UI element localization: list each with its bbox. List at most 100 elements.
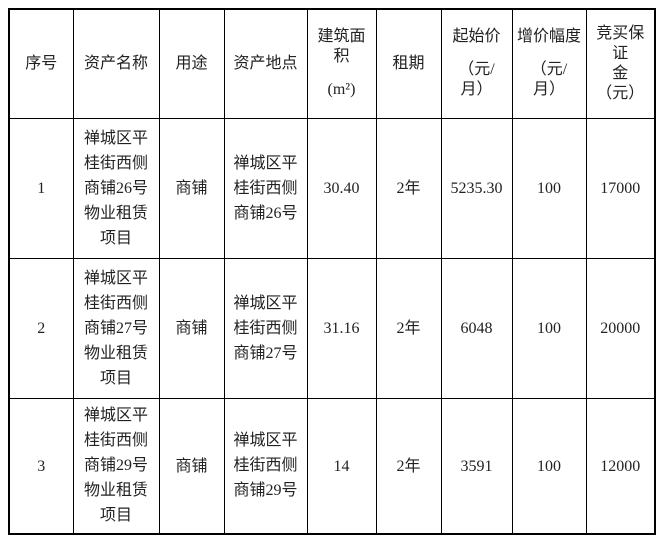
cell-increment: 100: [511, 117, 587, 259]
cell-text: 100: [537, 319, 561, 337]
header-line-gap: [317, 67, 365, 80]
cell-text: 14: [333, 457, 350, 475]
table-body: 1 禅城区平桂街西侧商铺26号物业租赁项目 商铺 禅城区平桂街西侧商铺26号 30.40…: [8, 117, 656, 535]
header-line-gap: [517, 47, 581, 60]
cell-text: 5235.30: [450, 179, 503, 197]
column-header-text: 建筑面积 (m²): [317, 27, 365, 100]
column-header-area: 建筑面积 (m²): [306, 8, 377, 119]
cell-usage: 商铺: [158, 117, 225, 259]
cell-text: 商铺: [175, 179, 208, 197]
cell-text: 禅城区平桂街西侧商铺27号: [233, 294, 298, 362]
cell-increment: 100: [511, 397, 587, 535]
cell-text: 12000: [600, 457, 641, 475]
cell-asset_name: 禅城区平桂街西侧商铺29号物业租赁项目: [72, 397, 160, 535]
cell-lease_term: 2年: [375, 397, 442, 535]
cell-deposit: 20000: [585, 257, 656, 399]
cell-text: 商铺: [175, 319, 208, 337]
header-line: (m²): [327, 81, 356, 99]
column-header-seq: 序号: [8, 8, 74, 119]
cell-text: 6048: [460, 319, 493, 337]
cell-usage: 商铺: [158, 397, 225, 535]
cell-text: 2: [37, 319, 46, 337]
cell-seq: 3: [8, 397, 74, 535]
header-line: 起始价: [452, 28, 501, 46]
header-line: 竞买保证: [596, 24, 645, 62]
cell-area: 14: [306, 397, 377, 535]
cell-text: 2年: [396, 319, 421, 337]
column-header-increment: 增价幅度 （元/月）: [511, 8, 587, 119]
cell-text: 30.40: [323, 179, 360, 197]
column-header-text: 租期: [392, 54, 424, 74]
table-header: 序号 资产名称 用途 资产地点 建筑面积 (m²) 租期 起始价 （元/月） 增价幅度 （元/月） 竞…: [8, 8, 656, 119]
cell-deposit: 17000: [585, 117, 656, 259]
cell-text: 1: [37, 179, 46, 197]
cell-location: 禅城区平桂街西侧商铺26号: [223, 117, 308, 259]
cell-text: 3: [37, 457, 46, 475]
cell-increment: 100: [511, 257, 587, 399]
cell-text: 20000: [600, 319, 641, 337]
column-header-text: 起始价 （元/月）: [452, 27, 500, 100]
cell-text: 100: [537, 457, 561, 475]
header-line-gap: [452, 47, 500, 60]
header-line: 金: [612, 64, 629, 82]
header-line: 资产名称: [83, 54, 148, 72]
cell-location: 禅城区平桂街西侧商铺29号: [223, 397, 308, 535]
cell-text: 禅城区平桂街西侧商铺29号物业租赁项目: [83, 407, 148, 525]
cell-text: 3591: [460, 457, 493, 475]
asset-lease-table: 序号 资产名称 用途 资产地点 建筑面积 (m²) 租期 起始价 （元/月） 增价幅度 （元/月） 竞…: [8, 8, 656, 535]
header-line: （元）: [596, 84, 645, 102]
cell-start_price: 6048: [440, 257, 513, 399]
header-line: （元/: [530, 61, 568, 79]
cell-asset_name: 禅城区平桂街西侧商铺26号物业租赁项目: [72, 117, 160, 259]
column-header-text: 竞买保证金 （元）: [589, 24, 653, 104]
cell-deposit: 12000: [585, 397, 656, 535]
header-row: 序号 资产名称 用途 资产地点 建筑面积 (m²) 租期 起始价 （元/月） 增价幅度 （元/月） 竞…: [8, 8, 656, 119]
column-header-text: 资产名称: [84, 54, 148, 74]
table-row: 3 禅城区平桂街西侧商铺29号物业租赁项目 商铺 禅城区平桂街西侧商铺29号 14 2年 3…: [8, 397, 656, 535]
header-line: 增价幅度: [516, 28, 581, 46]
cell-usage: 商铺: [158, 257, 225, 399]
column-header-usage: 用途: [158, 8, 225, 119]
column-header-start_price: 起始价 （元/月）: [440, 8, 513, 119]
column-header-location: 资产地点: [223, 8, 308, 119]
column-header-lease_term: 租期: [375, 8, 442, 119]
header-line: 序号: [25, 54, 58, 72]
cell-text: 2年: [396, 457, 421, 475]
cell-location: 禅城区平桂街西侧商铺27号: [223, 257, 308, 399]
cell-text: 禅城区平桂街西侧商铺29号: [233, 432, 298, 500]
cell-start_price: 5235.30: [440, 117, 513, 259]
header-line: 月）: [460, 81, 493, 99]
column-header-text: 增价幅度 （元/月）: [517, 27, 581, 100]
cell-lease_term: 2年: [375, 117, 442, 259]
cell-text: 100: [537, 179, 561, 197]
cell-text: 31.16: [323, 319, 360, 337]
cell-text: 禅城区平桂街西侧商铺27号物业租赁项目: [83, 269, 148, 387]
table-row: 1 禅城区平桂街西侧商铺26号物业租赁项目 商铺 禅城区平桂街西侧商铺26号 30.40…: [8, 117, 656, 259]
header-line: 积: [333, 48, 350, 66]
cell-text: 禅城区平桂街西侧商铺26号物业租赁项目: [83, 129, 148, 247]
header-line: 用途: [175, 54, 208, 72]
column-header-text: 序号: [25, 54, 57, 74]
header-line: 资产地点: [233, 54, 298, 72]
cell-seq: 2: [8, 257, 74, 399]
cell-start_price: 3591: [440, 397, 513, 535]
cell-area: 31.16: [306, 257, 377, 399]
column-header-asset_name: 资产名称: [72, 8, 160, 119]
header-line: 月）: [532, 81, 565, 99]
header-line: 租期: [392, 54, 425, 72]
cell-text: 2年: [396, 179, 421, 197]
column-header-text: 资产地点: [233, 54, 297, 74]
cell-lease_term: 2年: [375, 257, 442, 399]
column-header-text: 用途: [175, 54, 207, 74]
cell-text: 商铺: [175, 457, 208, 475]
cell-text: 禅城区平桂街西侧商铺26号: [233, 154, 298, 222]
header-line: （元/: [458, 61, 495, 79]
cell-seq: 1: [8, 117, 74, 259]
cell-asset_name: 禅城区平桂街西侧商铺27号物业租赁项目: [72, 257, 160, 399]
table-row: 2 禅城区平桂街西侧商铺27号物业租赁项目 商铺 禅城区平桂街西侧商铺27号 31.16…: [8, 257, 656, 399]
column-header-deposit: 竞买保证金 （元）: [585, 8, 656, 119]
cell-text: 17000: [600, 179, 641, 197]
cell-area: 30.40: [306, 117, 377, 259]
header-line: 建筑面: [317, 28, 366, 46]
